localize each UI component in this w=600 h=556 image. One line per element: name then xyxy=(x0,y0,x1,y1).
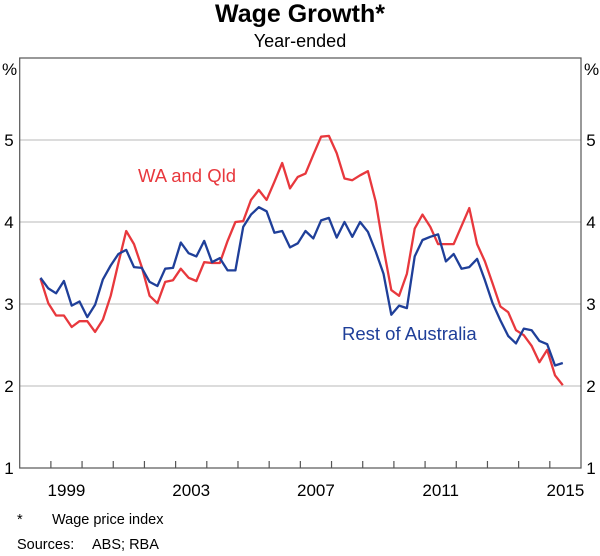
series-line-rest-of-australia xyxy=(39,206,564,367)
x-tick-label: 2003 xyxy=(172,481,210,500)
y-tick-label-right: 3 xyxy=(586,295,595,314)
y-tick-label-left: 1 xyxy=(4,459,13,478)
y-tick-label-left: 2 xyxy=(4,377,13,396)
y-tick-label-right: 4 xyxy=(586,213,595,232)
y-unit-left: % xyxy=(2,60,17,79)
y-unit-right: % xyxy=(584,60,599,79)
y-tick-label-right: 1 xyxy=(586,459,595,478)
series-label-rest-of-australia: Rest of Australia xyxy=(342,323,477,344)
x-tick-label: 2015 xyxy=(546,481,584,500)
footnote-text: Wage price index xyxy=(52,512,164,528)
series-label-wa-qld: WA and Qld xyxy=(138,165,236,186)
sources-label: Sources: xyxy=(17,537,75,553)
series-line-wa-qld xyxy=(39,134,564,386)
footnote-mark: * xyxy=(17,512,23,528)
chart-subtitle: Year-ended xyxy=(253,31,347,51)
x-tick-label: 2011 xyxy=(422,481,459,500)
y-tick-label-left: 5 xyxy=(4,131,13,150)
sources-text: ABS; RBA xyxy=(92,537,159,553)
y-tick-label-right: 5 xyxy=(586,131,595,150)
y-tick-label-left: 3 xyxy=(4,295,13,314)
x-tick-label: 1999 xyxy=(48,481,86,500)
y-tick-label-right: 2 xyxy=(586,377,595,396)
plot-frame xyxy=(19,57,582,469)
y-tick-label-left: 4 xyxy=(4,213,13,232)
x-tick-label: 2007 xyxy=(297,481,335,500)
chart-title: Wage Growth* xyxy=(215,0,385,28)
